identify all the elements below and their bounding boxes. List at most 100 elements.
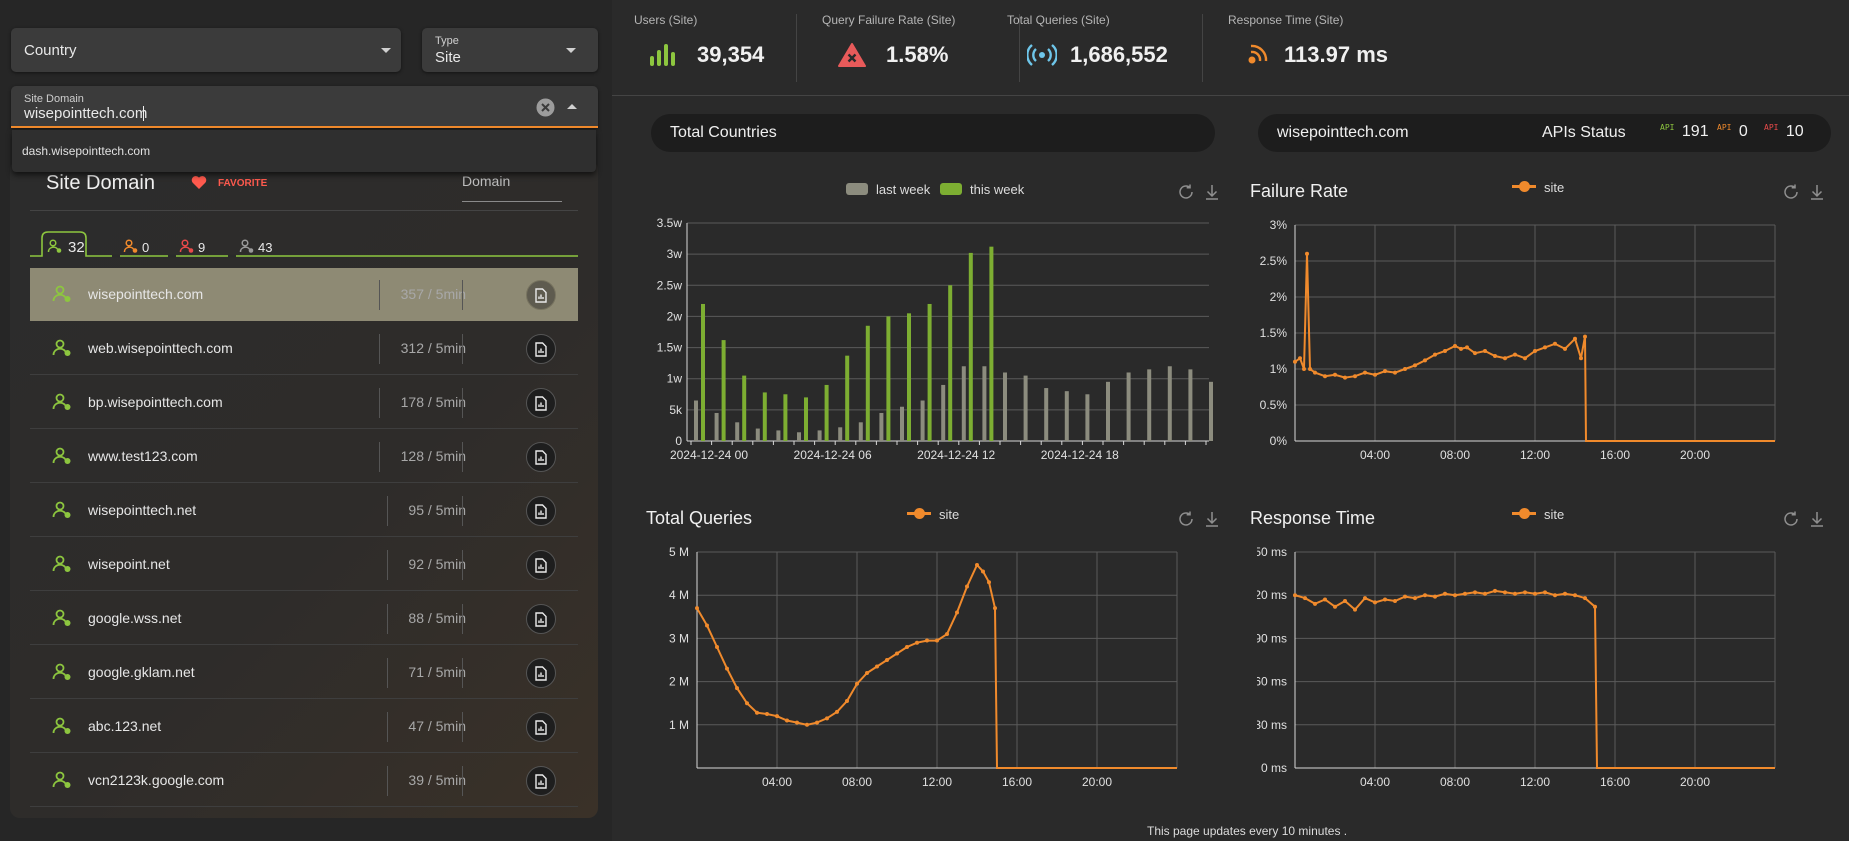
bar-last-week[interactable] (1106, 381, 1110, 441)
status-tab[interactable]: 9 (179, 239, 205, 255)
bar-this-week[interactable] (804, 397, 808, 441)
bar-this-week[interactable] (824, 384, 829, 441)
user-status-icon-wrap (52, 663, 72, 686)
report-button[interactable] (526, 550, 556, 580)
bar-this-week[interactable] (762, 392, 767, 441)
report-button[interactable] (526, 496, 556, 526)
status-tab[interactable]: 0 (123, 239, 149, 255)
bar-this-week[interactable] (907, 313, 911, 441)
clear-icon[interactable] (536, 98, 555, 117)
bar-this-week[interactable] (742, 375, 747, 441)
divider (30, 210, 578, 211)
series-line[interactable] (696, 563, 1177, 769)
report-button[interactable] (526, 280, 556, 310)
report-button[interactable] (526, 712, 556, 742)
bar-this-week[interactable] (783, 394, 788, 441)
country-select[interactable]: Country (11, 28, 401, 72)
bar-this-week[interactable] (721, 340, 726, 441)
domain-row[interactable]: web.wisepointtech.com 312 / 5min (30, 322, 578, 375)
legend-site[interactable]: site (907, 507, 959, 522)
bar-this-week[interactable] (845, 355, 850, 441)
bar-this-week[interactable] (989, 246, 994, 441)
bar-last-week[interactable] (735, 422, 740, 441)
report-button[interactable] (526, 334, 556, 364)
download-icon[interactable] (1203, 183, 1221, 201)
site-domain-input[interactable]: Site Domain wisepointtech.com (11, 86, 598, 128)
bar-last-week[interactable] (1003, 372, 1007, 441)
request-rate: 312 / 5min (400, 340, 466, 356)
x-tick-label: 16:00 (1600, 775, 1630, 789)
bar-last-week[interactable] (776, 430, 781, 441)
bar-last-week[interactable] (755, 428, 760, 441)
refresh-icon[interactable] (1782, 183, 1800, 201)
report-button[interactable] (526, 658, 556, 688)
domain-filter-input[interactable]: Domain (462, 170, 562, 202)
bar-last-week[interactable] (1126, 372, 1131, 441)
report-button[interactable] (526, 766, 556, 796)
divider (796, 14, 797, 82)
bar-last-week[interactable] (1085, 394, 1090, 441)
bar-last-week[interactable] (1209, 381, 1213, 441)
favorite-label[interactable]: FAVORITE (218, 178, 268, 189)
bar-this-week[interactable] (886, 316, 891, 441)
request-rate: 71 / 5min (408, 664, 466, 680)
report-button[interactable] (526, 442, 556, 472)
type-select[interactable]: Type Site (422, 28, 598, 72)
bar-last-week[interactable] (879, 412, 884, 441)
domain-row[interactable]: bp.wisepointtech.com 178 / 5min (30, 376, 578, 429)
bar-this-week[interactable] (968, 252, 973, 441)
legend-last-week[interactable]: last week (846, 182, 930, 197)
report-button[interactable] (526, 388, 556, 418)
total-countries-header: Total Countries (651, 114, 1215, 152)
bar-last-week[interactable] (1188, 369, 1193, 441)
status-tab[interactable]: 43 (239, 239, 272, 255)
domain-row[interactable]: google.gklam.net 71 / 5min (30, 646, 578, 699)
bar-last-week[interactable] (1167, 366, 1172, 441)
bar-last-week[interactable] (1064, 391, 1069, 441)
bar-last-week[interactable] (858, 422, 863, 441)
bar-this-week[interactable] (701, 303, 705, 441)
domain-row[interactable]: vcn2123k.google.com 39 / 5min (30, 754, 578, 807)
bar-this-week[interactable] (865, 325, 870, 441)
bar-last-week[interactable] (941, 384, 946, 441)
domain-row[interactable]: wisepoint.net 92 / 5min (30, 538, 578, 591)
domain-suggestion-item[interactable]: dash.wisepointtech.com (22, 144, 151, 158)
data-point (1423, 358, 1427, 363)
bar-last-week[interactable] (838, 427, 843, 441)
bar-last-week[interactable] (900, 406, 904, 441)
legend-site[interactable]: site (1512, 507, 1564, 522)
bar-last-week[interactable] (694, 400, 698, 441)
report-button[interactable] (526, 604, 556, 634)
legend-this-week[interactable]: this week (940, 182, 1024, 197)
status-tab[interactable]: 32 (47, 239, 85, 256)
bar-last-week[interactable] (1023, 375, 1028, 441)
bar-last-week[interactable] (714, 412, 719, 441)
status-tabs[interactable]: 32 0 9 43 (30, 230, 590, 260)
bar-last-week[interactable] (1147, 369, 1152, 441)
data-point (1583, 596, 1587, 601)
bar-this-week[interactable] (927, 303, 932, 441)
user-status-icon-wrap (52, 717, 72, 740)
domain-row[interactable]: wisepointtech.net 95 / 5min (30, 484, 578, 537)
bar-last-week[interactable] (817, 430, 822, 441)
domain-row[interactable]: wisepointtech.com 357 / 5min (30, 268, 578, 321)
bar-last-week[interactable] (920, 400, 925, 441)
download-icon[interactable] (1808, 510, 1826, 528)
legend-site[interactable]: site (1512, 180, 1564, 195)
domain-row[interactable]: google.wss.net 88 / 5min (30, 592, 578, 645)
bar-last-week[interactable] (797, 432, 801, 441)
bar-last-week[interactable] (1044, 388, 1049, 441)
refresh-icon[interactable] (1782, 510, 1800, 528)
bar-this-week[interactable] (948, 285, 953, 441)
bar-last-week[interactable] (961, 366, 966, 441)
refresh-icon[interactable] (1177, 183, 1195, 201)
chevron-up-icon[interactable] (567, 104, 577, 109)
refresh-icon[interactable] (1177, 510, 1195, 528)
download-icon[interactable] (1203, 510, 1221, 528)
download-icon[interactable] (1808, 183, 1826, 201)
domain-row[interactable]: abc.123.net 47 / 5min (30, 700, 578, 753)
domain-row[interactable]: www.test123.com 128 / 5min (30, 430, 578, 483)
bar-last-week[interactable] (982, 366, 987, 441)
heart-icon[interactable] (191, 175, 207, 190)
data-point (925, 638, 929, 643)
